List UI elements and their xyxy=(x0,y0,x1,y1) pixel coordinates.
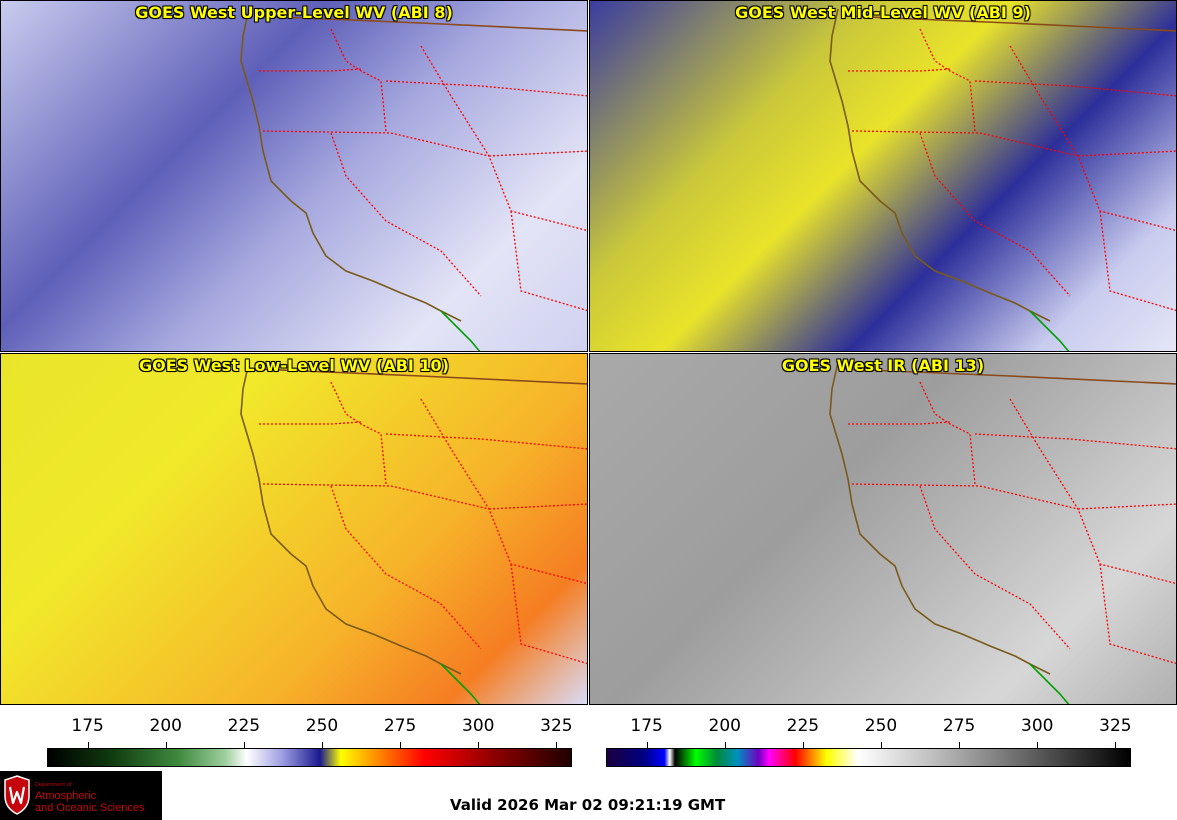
state-border xyxy=(851,130,1079,157)
colorbar-tick-label: 200 xyxy=(708,716,741,736)
colorbar-tick-mark xyxy=(1115,742,1117,748)
mexico-border xyxy=(1029,310,1070,351)
colorbar-tick-mark xyxy=(959,742,961,748)
state-border xyxy=(510,210,587,312)
panel-title: GOES West Mid-Level WV (ABI 9) xyxy=(735,3,1031,22)
state-border xyxy=(1009,398,1176,585)
state-border xyxy=(259,421,362,425)
colorbar-tick-label: 325 xyxy=(540,716,573,736)
mexico-border xyxy=(440,310,481,351)
state-border xyxy=(1077,503,1176,510)
state-border xyxy=(974,433,1176,450)
logo-line-1: Atmospheric xyxy=(35,790,97,802)
state-border xyxy=(262,483,490,510)
colorbar-tick-label: 200 xyxy=(149,716,182,736)
colorbar-tick-mark xyxy=(646,742,648,748)
state-border xyxy=(919,132,1071,297)
state-border xyxy=(1099,210,1176,312)
state-border xyxy=(330,381,387,485)
state-border xyxy=(385,433,587,450)
colorbar-tick-mark xyxy=(243,742,245,748)
valid-time-label: Valid 2026 Mar 02 09:21:19 GMT xyxy=(450,796,726,814)
colorbar-tick-label: 175 xyxy=(71,716,104,736)
state-border xyxy=(330,28,387,132)
colorbar-tick-label: 225 xyxy=(227,716,261,736)
state-border xyxy=(420,398,587,585)
state-border xyxy=(1099,563,1176,665)
mexico-border xyxy=(440,663,481,704)
state-border xyxy=(919,28,976,132)
state-border xyxy=(330,485,482,650)
map-overlay xyxy=(829,361,1176,704)
panel-infrared: GOES West IR (ABI 13) xyxy=(589,353,1177,705)
infrared-colorbar: 175 200 225 250 275 300 325 xyxy=(606,712,1132,767)
coastline xyxy=(829,361,1051,675)
panel-low-level-wv: GOES West Low-Level WV (ABI 10) xyxy=(0,353,588,705)
colorbar-tick-mark xyxy=(87,742,89,748)
colorbar-tick-label: 275 xyxy=(383,716,417,736)
colorbar-tick-label: 300 xyxy=(1021,716,1054,736)
state-border xyxy=(848,68,951,72)
state-border xyxy=(259,68,362,72)
map-overlay xyxy=(829,8,1176,351)
panel-title: GOES West Low-Level WV (ABI 10) xyxy=(138,356,449,375)
colorbar-tick-label: 250 xyxy=(305,716,339,736)
panel-upper-level-wv: GOES West Upper-Level WV (ABI 8) xyxy=(0,0,588,352)
colorbar-tick-label: 300 xyxy=(462,716,495,736)
logo-line-2: and Oceanic Sciences xyxy=(35,802,145,814)
colorbar-tick-mark xyxy=(1037,742,1039,748)
map-overlay xyxy=(240,8,587,351)
colorbar-strip xyxy=(606,748,1131,767)
state-border xyxy=(510,563,587,665)
logo-department-text: Department of xyxy=(35,782,72,788)
colorbar-tick-mark xyxy=(400,742,402,748)
colorbar-tick-mark xyxy=(322,742,323,748)
colorbar-tick-mark xyxy=(165,742,167,748)
state-border xyxy=(919,485,1071,650)
colorbar-tick-label: 275 xyxy=(942,716,976,736)
state-border xyxy=(848,421,951,425)
state-border xyxy=(851,483,1079,510)
colorbar-tick-label: 250 xyxy=(864,716,898,736)
colorbar-tick-label: 325 xyxy=(1099,716,1132,736)
aos-logo: Department of Atmospheric and Oceanic Sc… xyxy=(0,771,162,820)
coastline xyxy=(240,8,462,322)
coastline xyxy=(829,8,1051,322)
panel-mid-level-wv: GOES West Mid-Level WV (ABI 9) xyxy=(589,0,1177,352)
international-border xyxy=(255,368,587,385)
state-border xyxy=(488,150,587,157)
colorbar-ticks: 175 200 225 250 275 300 325 xyxy=(47,712,573,748)
colorbar-strip xyxy=(47,748,572,767)
colorbar-tick-label: 175 xyxy=(630,716,663,736)
state-border xyxy=(330,132,482,297)
state-border xyxy=(385,80,587,97)
colorbar-ticks: 175 200 225 250 275 300 325 xyxy=(606,712,1132,748)
state-border xyxy=(1009,45,1176,232)
state-border xyxy=(488,503,587,510)
colorbar-tick-mark xyxy=(881,742,882,748)
international-border xyxy=(844,368,1176,385)
panel-title: GOES West Upper-Level WV (ABI 8) xyxy=(135,3,453,22)
panel-title: GOES West IR (ABI 13) xyxy=(781,356,985,375)
water-vapor-colorbar: 175 200 225 250 275 300 325 xyxy=(47,712,573,767)
colorbar-tick-mark xyxy=(556,742,558,748)
international-border xyxy=(844,15,1176,32)
colorbar-tick-mark xyxy=(478,742,480,748)
colorbar-tick-label: 225 xyxy=(786,716,820,736)
mexico-border xyxy=(1029,663,1070,704)
map-overlay xyxy=(240,361,587,704)
state-border xyxy=(262,130,490,157)
colorbar-tick-mark xyxy=(802,742,804,748)
state-border xyxy=(1077,150,1176,157)
coastline xyxy=(240,361,462,675)
state-border xyxy=(420,45,587,232)
international-border xyxy=(255,15,587,32)
state-border xyxy=(974,80,1176,97)
uw-crest-icon xyxy=(4,775,30,815)
state-border xyxy=(919,381,976,485)
colorbar-tick-mark xyxy=(724,742,726,748)
